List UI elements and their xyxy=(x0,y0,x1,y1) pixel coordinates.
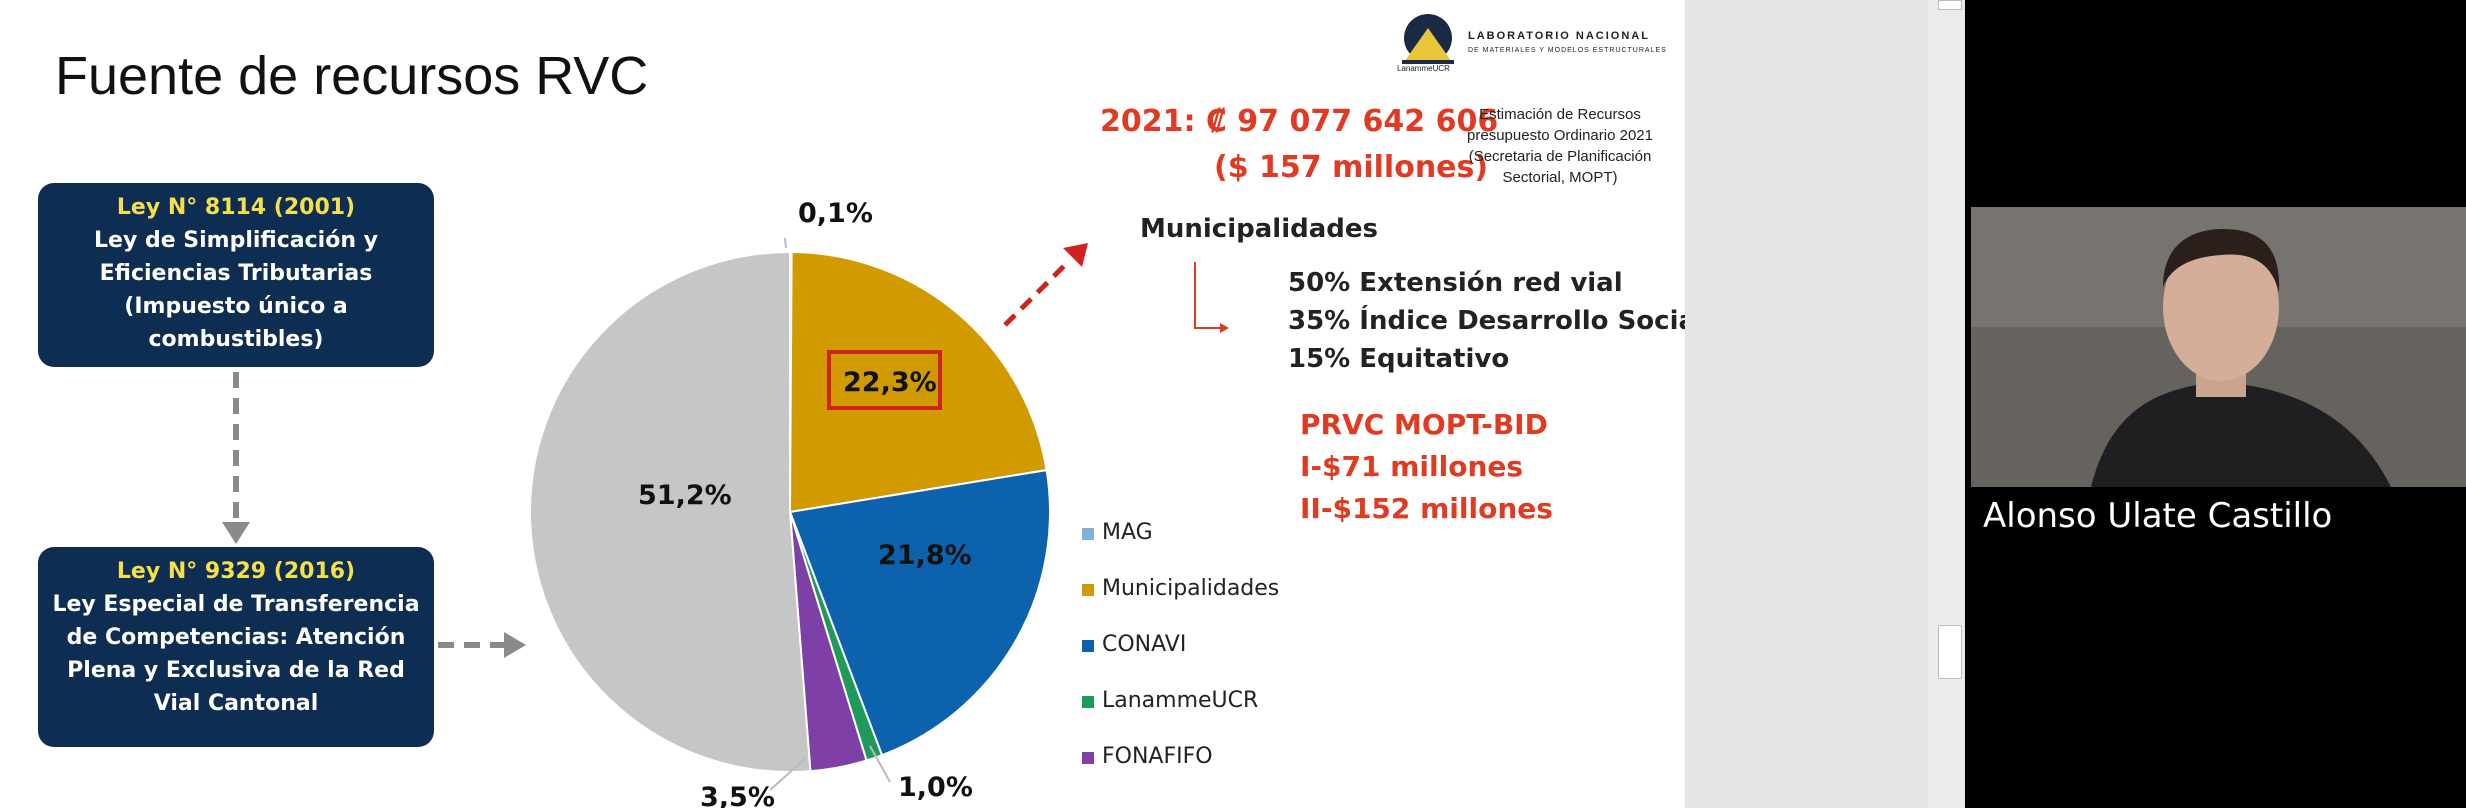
source-note-line: Sectorial, MOPT) xyxy=(1502,169,1618,186)
source-note-line: Estimación de Recursos xyxy=(1479,106,1641,123)
muni-item: 35% Índice Desarrollo Social xyxy=(1288,306,1685,336)
law-box-line: Plena y Exclusiva de la Red xyxy=(67,658,405,683)
participant-video xyxy=(1971,207,2466,487)
law-box-line: (Impuesto único a xyxy=(124,294,348,319)
law-box-line: Vial Cantonal xyxy=(153,691,319,716)
pie-slice-other xyxy=(529,250,812,773)
resource-pie-chart xyxy=(529,250,1051,773)
prvc-title: PRVC MOPT-BID xyxy=(1300,408,1548,441)
logo-caption: LanammeUCR xyxy=(1397,64,1450,73)
municipalidades-title: Municipalidades xyxy=(1140,214,1378,244)
legend-swatch xyxy=(1082,752,1094,764)
law-box-line: de Competencias: Atención xyxy=(66,625,406,650)
legend-label: LanammeUCR xyxy=(1102,688,1259,713)
law-box-line: Ley Especial de Transferencia xyxy=(52,592,420,617)
connector-arrows xyxy=(222,243,1229,658)
pie-label-mag: 0,1% xyxy=(798,198,873,229)
participant-silhouette-icon xyxy=(1971,207,2466,487)
source-note-line: (Secretaria de Planificación xyxy=(1468,148,1652,165)
law-box-9329: Ley N° 9329 (2016) Ley Especial de Trans… xyxy=(38,547,434,747)
legend-label: FONAFIFO xyxy=(1102,744,1213,769)
pie-slice-conavi xyxy=(788,468,1051,757)
logo-org-subtitle: DE MATERIALES Y MODELOS ESTRUCTURALES xyxy=(1468,47,1667,54)
law-box-title: Ley N° 9329 (2016) xyxy=(116,559,356,584)
participant-name: Alonso Ulate Castillo xyxy=(1983,496,2333,536)
presentation-slide: Fuente de recursos RVC LABORATORIO NACIO… xyxy=(0,0,1685,808)
source-note-line: presupuesto Ordinario 2021 xyxy=(1467,127,1653,144)
legend-label: Municipalidades xyxy=(1102,576,1280,601)
pie-label-conavi: 21,8% xyxy=(878,540,972,571)
law-box-line: Ley de Simplificación y xyxy=(94,228,378,253)
logo-org-name: LABORATORIO NACIONAL xyxy=(1468,30,1650,42)
prvc-item: II-$152 millones xyxy=(1300,492,1553,525)
source-note: Estimación de Recursos presupuesto Ordin… xyxy=(1455,104,1665,188)
law-box-line: Eficiencias Tributarias xyxy=(99,261,373,286)
cost-2021: 2021: ₡ 97 077 642 606 xyxy=(1100,104,1499,139)
scrollbar-thumb[interactable] xyxy=(1938,625,1962,679)
prvc-item: I-$71 millones xyxy=(1300,450,1524,483)
highlight-box xyxy=(827,350,942,410)
law-box-8114: Ley N° 8114 (2001) Ley de Simplificación… xyxy=(38,183,434,367)
pie-label-municipalidades: 22,3% xyxy=(843,367,937,398)
pie-leader-lines xyxy=(769,237,891,791)
muni-item: 50% Extensión red vial xyxy=(1288,268,1623,298)
legend-swatch xyxy=(1082,584,1094,596)
pie-label-lanammeucr: 1,0% xyxy=(898,772,973,803)
muni-item: 15% Equitativo xyxy=(1288,344,1510,374)
pie-slice-municipalidades xyxy=(788,250,1048,514)
legend-swatch xyxy=(1082,528,1094,540)
law-box-line: combustibles) xyxy=(148,327,324,352)
lanamme-logo-icon xyxy=(1402,14,1454,64)
cost-millions: ($ 157 millones) xyxy=(1214,150,1489,185)
scroll-up-button[interactable] xyxy=(1938,0,1962,10)
slide-title: Fuente de recursos RVC xyxy=(55,46,649,106)
legend-label: CONAVI xyxy=(1102,632,1187,657)
scrollbar[interactable] xyxy=(1928,0,1964,808)
law-box-title: Ley N° 8114 (2001) xyxy=(116,195,356,220)
video-panel: Alonso Ulate Castillo xyxy=(1965,0,2466,808)
legend-swatch xyxy=(1082,640,1094,652)
pie-label-fonafifo: 3,5% xyxy=(700,782,775,808)
presentation-margin xyxy=(1685,0,1965,808)
legend-label: MAG xyxy=(1102,520,1153,545)
legend-swatch xyxy=(1082,696,1094,708)
pie-label-other: 51,2% xyxy=(638,480,732,511)
